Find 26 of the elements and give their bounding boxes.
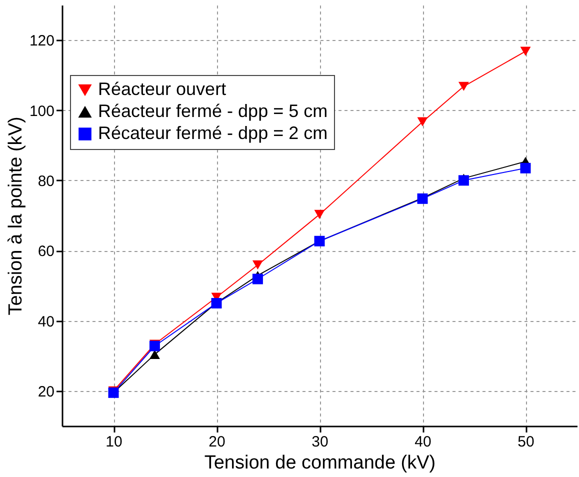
point — [314, 210, 325, 219]
point — [149, 350, 160, 359]
x-tick-label: 10 — [106, 434, 122, 450]
x-tick-label: 30 — [312, 434, 328, 450]
y-tick-label: 20 — [38, 383, 54, 400]
y-axis-title: Tension à la pointe (kV) — [5, 116, 26, 316]
x-tick-label: 50 — [518, 434, 534, 450]
legend-label: Réacteur fermé - dpp = 5 cm — [98, 101, 328, 121]
x-tick-label: 20 — [208, 434, 226, 450]
y-tick-label: 40 — [38, 313, 54, 330]
point — [252, 260, 263, 270]
point — [458, 175, 469, 186]
point — [252, 274, 263, 284]
y-tick-label: 80 — [38, 172, 54, 190]
point — [520, 162, 531, 174]
y-tick-label: 100 — [29, 102, 54, 120]
y-tick-label: 120 — [29, 32, 54, 50]
point — [520, 46, 531, 56]
point — [458, 82, 469, 91]
point — [417, 117, 428, 126]
legend-label: Réacteur ouvert — [98, 79, 226, 99]
y-tick-label: 60 — [38, 243, 54, 260]
x-tick-label: 40 — [414, 434, 432, 450]
x-axis-title: Tension de commande (kV) — [204, 452, 436, 474]
point — [149, 340, 160, 352]
legend-label: Récateur fermé - dpp = 2 cm — [98, 123, 328, 143]
